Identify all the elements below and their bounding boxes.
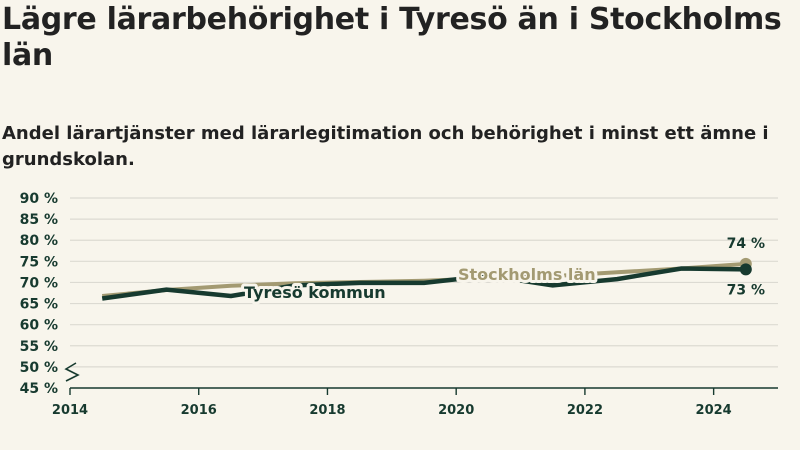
y-tick-label: 65 % xyxy=(20,297,58,313)
y-tick-label: 75 % xyxy=(20,254,58,270)
x-tick-label: 2018 xyxy=(309,403,345,418)
series-line xyxy=(101,266,746,301)
series-label-tyreso-halo: Tyresö kommun xyxy=(244,283,386,302)
series-lines xyxy=(101,257,752,301)
y-tick-label: 55 % xyxy=(20,339,58,355)
end-label-stockholm: 74 % xyxy=(727,236,765,252)
series-label-stockholm-halo: Stockholms län xyxy=(458,265,596,284)
x-tick-label: 2024 xyxy=(696,403,732,418)
x-axis: 2014 2016 2018 2020 2022 2024 xyxy=(52,362,778,418)
y-tick-label: 45 % xyxy=(20,381,58,397)
y-tick-label: 60 % xyxy=(20,318,58,334)
y-tick-label: 50 % xyxy=(20,360,58,376)
y-tick-label: 85 % xyxy=(20,212,58,228)
chart-title: Lägre lärarbehörighet i Tyresö än i Stoc… xyxy=(2,2,782,73)
series-end-point xyxy=(739,263,752,276)
series-label-stockholm: Stockholms län xyxy=(458,265,596,284)
x-tick-label: 2022 xyxy=(567,403,603,418)
chart-subtitle: Andel lärartjänster med lärarlegitimatio… xyxy=(2,123,769,170)
x-tick-label: 2020 xyxy=(438,403,474,418)
y-tick-label: 80 % xyxy=(20,233,58,249)
series-label-tyreso: Tyresö kommun xyxy=(244,283,386,302)
y-tick-label: 70 % xyxy=(20,275,58,291)
x-tick-label: 2014 xyxy=(52,403,88,418)
line-chart: 45 % 50 % 55 % 60 % 65 % 70 % 75 % 80 % 85 % 90 %… xyxy=(20,191,778,418)
end-label-tyreso: 73 % xyxy=(727,282,765,298)
y-tick-label: 90 % xyxy=(20,191,58,207)
x-tick-label: 2016 xyxy=(181,403,217,418)
y-axis-ticks: 45 % 50 % 55 % 60 % 65 % 70 % 75 % 80 % 85 % 90 % xyxy=(20,191,58,397)
axis-break-symbol xyxy=(64,362,80,382)
